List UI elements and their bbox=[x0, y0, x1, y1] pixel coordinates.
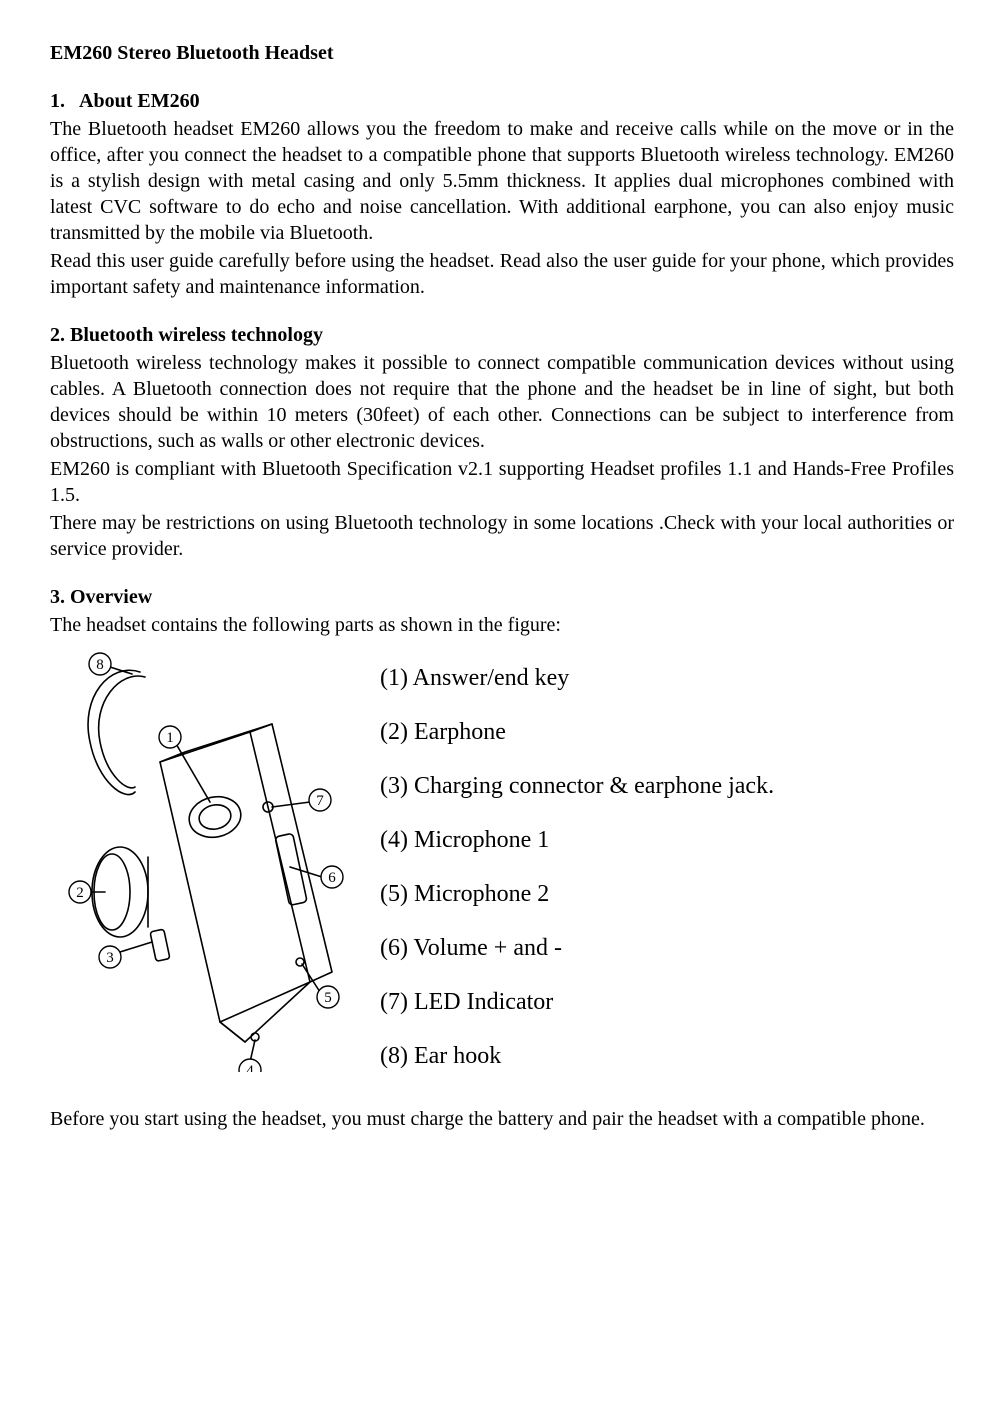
about-paragraph-2: Read this user guide carefully before us… bbox=[50, 248, 954, 300]
callout-7: 7 bbox=[316, 793, 324, 809]
section-bt-heading: 2. Bluetooth wireless technology bbox=[50, 322, 954, 348]
list-item: (8) Ear hook bbox=[380, 1032, 954, 1080]
overview-footer: Before you start using the headset, you … bbox=[50, 1106, 954, 1132]
callout-1: 1 bbox=[166, 730, 174, 746]
parts-list: (1) Answer/end key (2) Earphone (3) Char… bbox=[380, 642, 954, 1086]
overview-intro: The headset contains the following parts… bbox=[50, 612, 954, 638]
about-paragraph-1: The Bluetooth headset EM260 allows you t… bbox=[50, 116, 954, 246]
callout-6: 6 bbox=[328, 870, 336, 886]
overview-figure-row: 1 2 3 4 5 6 7 8 (1) Answer/end key (2) E… bbox=[50, 642, 954, 1086]
section-overview-heading: 3. Overview bbox=[50, 584, 954, 610]
bt-paragraph-3: There may be restrictions on using Bluet… bbox=[50, 510, 954, 562]
callout-2: 2 bbox=[76, 885, 84, 901]
list-item: (3) Charging connector & earphone jack. bbox=[380, 762, 954, 810]
bt-paragraph-2: EM260 is compliant with Bluetooth Specif… bbox=[50, 456, 954, 508]
list-item: (6) Volume + and - bbox=[380, 924, 954, 972]
bt-paragraph-1: Bluetooth wireless technology makes it p… bbox=[50, 350, 954, 454]
callout-5: 5 bbox=[324, 990, 332, 1006]
list-item: (7) LED Indicator bbox=[380, 978, 954, 1026]
list-item: (1) Answer/end key bbox=[380, 654, 954, 702]
section-number: 1. bbox=[50, 88, 65, 116]
callout-3: 3 bbox=[106, 950, 114, 966]
list-item: (4) Microphone 1 bbox=[380, 816, 954, 864]
list-item: (5) Microphone 2 bbox=[380, 870, 954, 918]
callout-4: 4 bbox=[246, 1063, 254, 1072]
section-about-heading: 1. About EM260 bbox=[50, 88, 954, 116]
document-title: EM260 Stereo Bluetooth Headset bbox=[50, 40, 954, 66]
list-item: (2) Earphone bbox=[380, 708, 954, 756]
callout-8: 8 bbox=[96, 657, 104, 673]
headset-diagram: 1 2 3 4 5 6 7 8 bbox=[50, 642, 350, 1072]
section-heading-text: About EM260 bbox=[79, 88, 200, 114]
